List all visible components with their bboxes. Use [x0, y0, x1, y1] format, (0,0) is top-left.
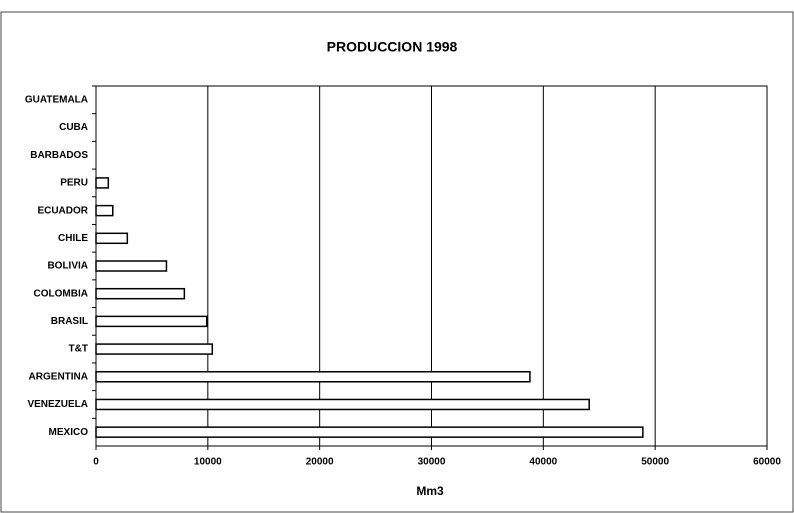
y-tick-label: COLOMBIA [34, 288, 88, 299]
bar [95, 204, 114, 217]
y-tick-label: MEXICO [49, 427, 89, 438]
y-tick-label: CHILE [58, 233, 88, 244]
x-tick-label: 60000 [753, 457, 781, 468]
x-tick-label: 10000 [194, 457, 222, 468]
x-axis-title: Mm3 [416, 484, 444, 498]
y-tick-label: VENEZUELA [27, 399, 88, 410]
x-tick-label: 50000 [641, 457, 669, 468]
y-tick-label: BRASIL [51, 316, 88, 327]
chart-title: PRODUCCION 1998 [327, 39, 458, 55]
bar [95, 287, 186, 300]
bar [95, 343, 214, 355]
y-tick-label: GUATEMALA [25, 94, 88, 105]
y-tick-label: ECUADOR [37, 205, 88, 216]
bar [95, 315, 208, 328]
y-tick-label: PERU [60, 178, 88, 189]
bar [95, 260, 168, 272]
y-tick-label: T&T [69, 344, 88, 355]
x-tick-label: 30000 [418, 457, 446, 468]
x-tick-label: 20000 [306, 457, 334, 468]
y-tick-label: CUBA [59, 122, 88, 133]
bar [95, 177, 110, 189]
y-tick-label: BOLIVIA [47, 261, 88, 272]
bar [95, 398, 590, 411]
y-tick-label: BARBADOS [30, 150, 88, 161]
y-tick-label: ARGENTINA [29, 371, 88, 382]
bar [95, 371, 531, 383]
x-tick-label: 40000 [529, 457, 557, 468]
x-tick-label: 0 [93, 457, 99, 468]
bar [95, 232, 129, 245]
chart-frame [0, 11, 794, 513]
bar [95, 426, 644, 438]
